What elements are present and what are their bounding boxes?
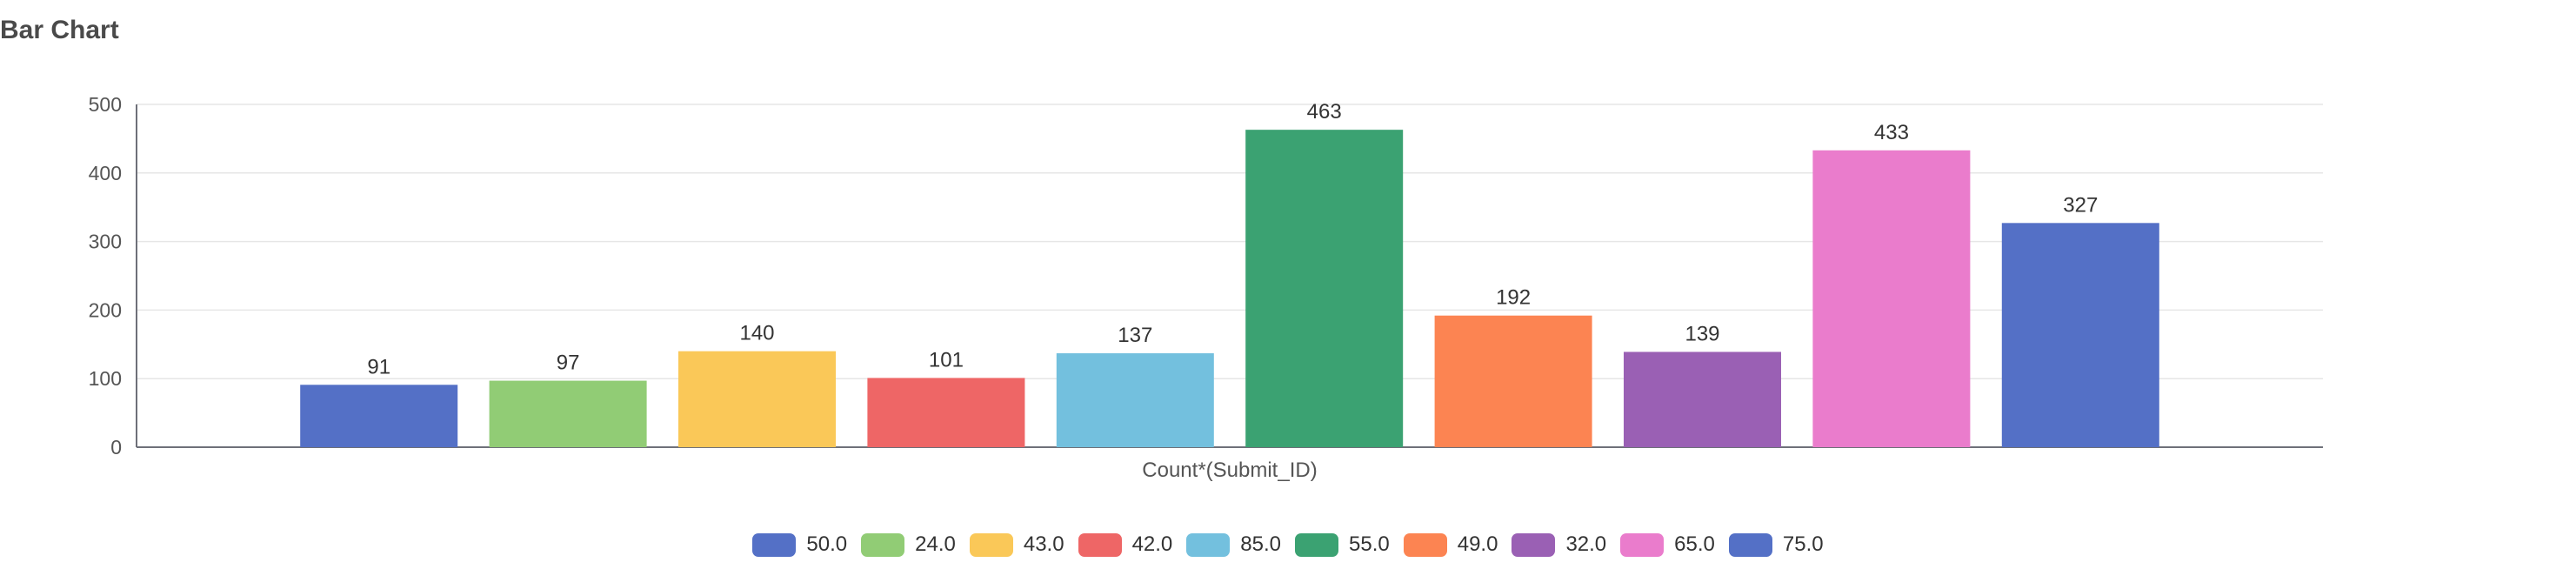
legend-swatch [1512, 532, 1556, 557]
legend-swatch [1295, 532, 1338, 557]
y-tick-label: 400 [89, 162, 122, 184]
bar[interactable] [300, 385, 458, 447]
bar-value-label: 327 [2063, 193, 2098, 217]
data-labels: 91 97 140 101 137 463 192 139 433 327 [367, 100, 2098, 378]
legend-label: 75.0 [1782, 532, 1824, 556]
y-tick-label: 200 [89, 298, 122, 321]
legend-swatch [1078, 532, 1122, 557]
x-axis-label: Count*(Submit_ID) [1142, 459, 1317, 482]
legend-item[interactable]: 24.0 [861, 532, 956, 557]
legend-item[interactable]: 49.0 [1403, 532, 1498, 557]
legend-item[interactable]: 55.0 [1295, 532, 1390, 557]
bar-value-label: 433 [1874, 121, 1909, 144]
legend-label: 24.0 [915, 532, 956, 556]
bar-value-label: 91 [367, 355, 390, 378]
legend-item[interactable]: 85.0 [1186, 532, 1281, 557]
y-tick-label: 0 [110, 436, 122, 459]
legend-swatch [1620, 532, 1665, 557]
bar-value-label: 101 [929, 348, 964, 372]
legend-swatch [1186, 532, 1231, 557]
bar-value-label: 192 [1496, 286, 1531, 310]
y-tick-label: 300 [89, 231, 122, 253]
bar-value-label: 97 [557, 351, 580, 375]
bar[interactable] [1434, 315, 1592, 447]
bar[interactable] [489, 380, 647, 447]
legend-label: 32.0 [1565, 532, 1607, 556]
legend-label: 42.0 [1131, 532, 1173, 556]
y-tick-label: 500 [89, 93, 122, 116]
legend-label: 43.0 [1023, 532, 1064, 556]
legend-swatch [969, 532, 1013, 557]
bar[interactable] [867, 378, 1025, 447]
bar-chart: 0 100 200 300 400 500 91 97 140 101 137 463 192 139 4… [89, 93, 2323, 482]
bar[interactable] [2001, 223, 2159, 447]
bar-value-label: 137 [1118, 324, 1152, 347]
bar-value-label: 139 [1685, 322, 1719, 345]
legend-swatch [1728, 532, 1772, 557]
bar-value-label: 463 [1307, 100, 1342, 124]
legend-item[interactable]: 50.0 [752, 532, 847, 557]
legend-swatch [861, 532, 905, 557]
legend-swatch [752, 532, 797, 557]
y-tick-label: 100 [89, 367, 122, 390]
bar[interactable] [1056, 353, 1214, 447]
bars [300, 130, 2159, 447]
legend-swatch [1403, 532, 1447, 557]
bar[interactable] [1245, 130, 1404, 447]
legend-label: 55.0 [1349, 532, 1390, 556]
legend-label: 85.0 [1240, 532, 1281, 556]
legend-item[interactable]: 32.0 [1512, 532, 1606, 557]
grid-lines [137, 104, 2323, 379]
bar[interactable] [1624, 351, 1781, 447]
bar[interactable] [678, 351, 836, 447]
chart-title: Bar Chart [0, 16, 119, 44]
legend-label: 49.0 [1457, 532, 1498, 556]
legend: 50.0 24.0 43.0 42.0 85.0 55.0 49.0 32.0 65.0 75.0 [0, 532, 2576, 557]
legend-item[interactable]: 65.0 [1620, 532, 1715, 557]
bar[interactable] [1812, 150, 1971, 447]
legend-label: 65.0 [1674, 532, 1715, 556]
bar-value-label: 140 [739, 322, 774, 345]
legend-item[interactable]: 42.0 [1078, 532, 1173, 557]
legend-label: 50.0 [806, 532, 848, 556]
legend-item[interactable]: 43.0 [969, 532, 1064, 557]
legend-item[interactable]: 75.0 [1728, 532, 1824, 557]
